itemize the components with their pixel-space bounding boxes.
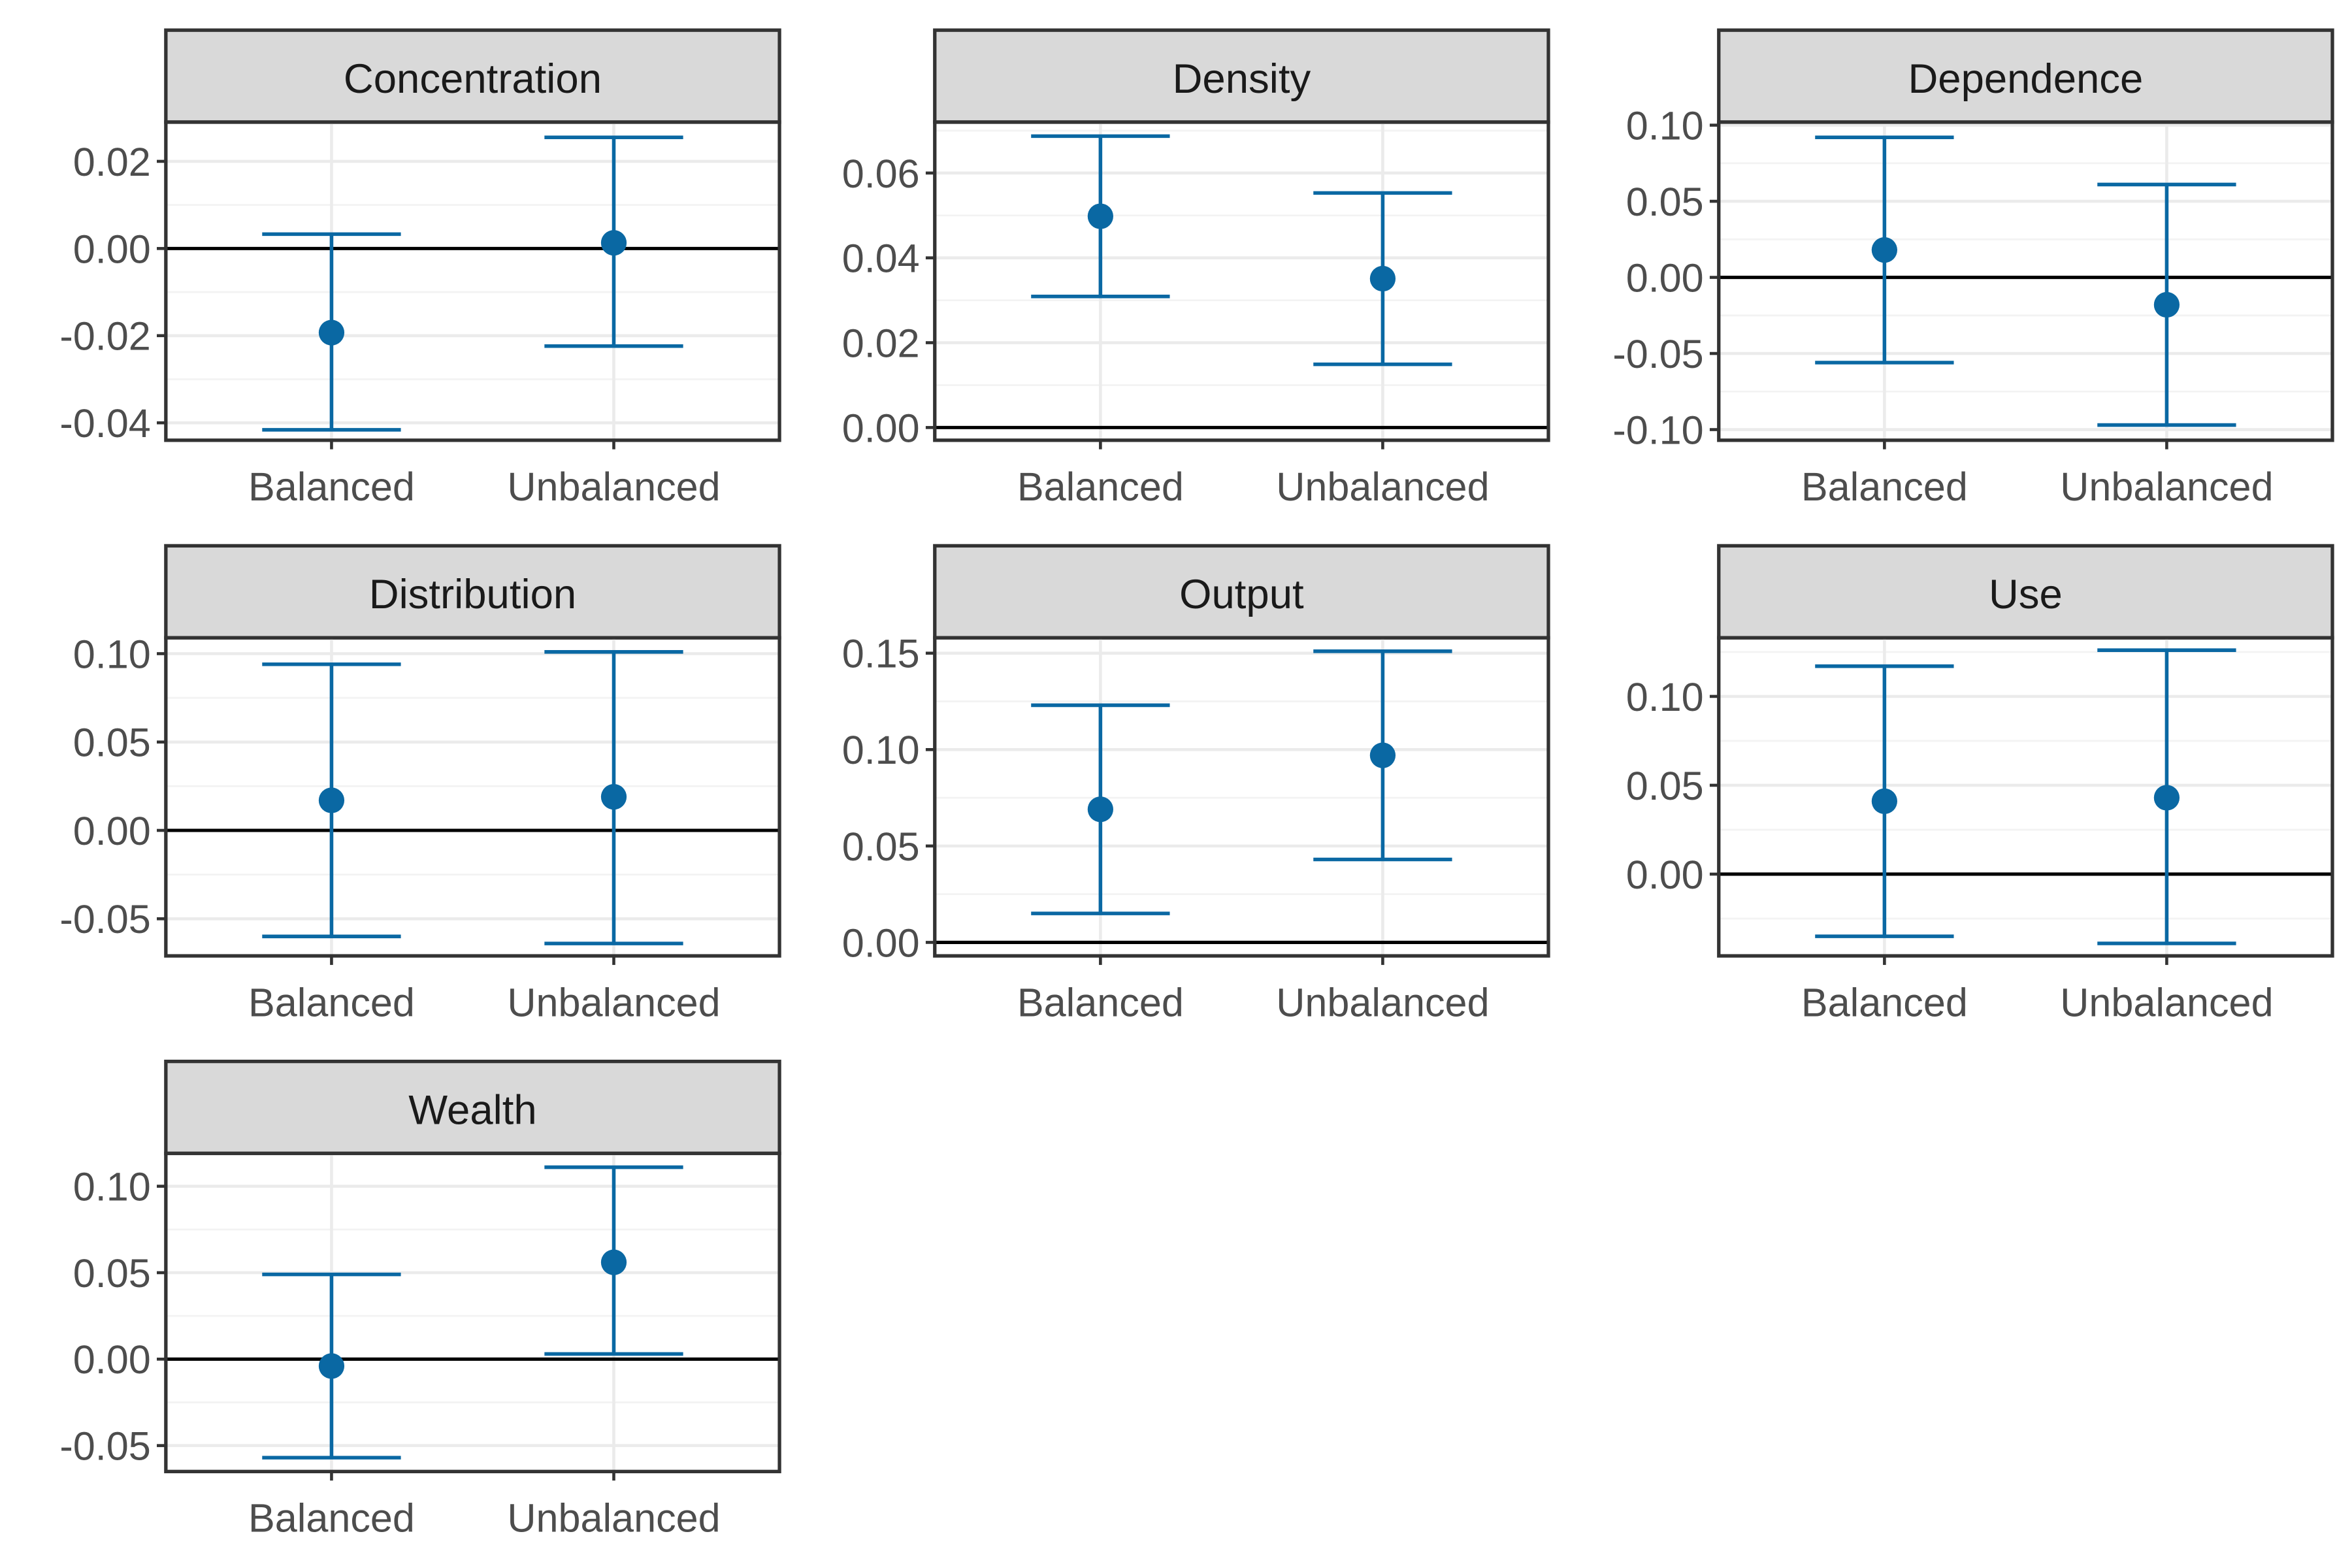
x-tick-label: Unbalanced <box>507 1496 720 1541</box>
y-tick-label: 0.10 <box>1626 675 1704 719</box>
facet-title: Density <box>1173 56 1311 102</box>
estimate-point-unbalanced <box>600 1249 627 1275</box>
panel-density: Density 0.00 0.02 0.04 0.06 Balanced Unbalance… <box>842 28 1550 509</box>
x-tick-label: Unbalanced <box>2060 465 2273 509</box>
y-tick-label: -0.04 <box>59 401 150 446</box>
x-tick-label: Unbalanced <box>1276 980 1489 1024</box>
y-tick-label: -0.05 <box>1612 332 1703 376</box>
x-tick-label: Unbalanced <box>507 980 720 1024</box>
estimate-point-unbalanced <box>1369 265 1396 292</box>
y-tick-label: -0.02 <box>59 314 150 359</box>
facet-title: Dependence <box>1908 56 2143 102</box>
panel-border <box>1717 636 2334 958</box>
facet-title: Concentration <box>344 56 602 102</box>
estimate-point-balanced <box>1871 237 1897 263</box>
panel-dependence: Dependence -0.10 -0.05 0.00 0.05 0.10 Balanced… <box>1612 28 2334 509</box>
y-tick-label: 0.05 <box>1626 180 1704 224</box>
y-tick-label: 0.02 <box>73 140 151 184</box>
estimate-point-balanced <box>1087 796 1113 823</box>
estimate-point-balanced <box>318 1353 345 1379</box>
facet-title: Wealth <box>408 1087 536 1133</box>
panel-concentration: Concentration -0.04 -0.02 0.00 0.02 Balanced U… <box>59 28 781 509</box>
estimate-point-unbalanced <box>2153 785 2180 811</box>
x-tick-label: Balanced <box>248 1496 415 1541</box>
x-tick-label: Balanced <box>1801 465 1968 509</box>
facet-strip <box>164 28 781 124</box>
estimate-point-balanced <box>318 787 345 813</box>
y-tick-label: 0.02 <box>842 321 920 365</box>
facet-strip <box>164 1059 781 1156</box>
estimate-point-unbalanced <box>600 784 627 810</box>
y-tick-label: 0.05 <box>73 1251 151 1296</box>
facet-strip <box>1717 28 2334 124</box>
y-tick-label: 0.00 <box>73 227 151 271</box>
y-tick-label: 0.04 <box>842 237 920 281</box>
x-tick-label: Balanced <box>1801 980 1968 1024</box>
x-tick-label: Balanced <box>1017 465 1184 509</box>
y-tick-label: 0.05 <box>842 825 920 869</box>
y-tick-label: 0.10 <box>73 632 151 676</box>
y-tick-label: 0.00 <box>73 809 151 853</box>
y-tick-label: 0.00 <box>842 921 920 965</box>
estimate-point-unbalanced <box>1369 742 1396 768</box>
estimate-point-balanced <box>1087 203 1113 229</box>
y-tick-label: 0.10 <box>1626 104 1704 148</box>
estimate-point-unbalanced <box>600 230 627 256</box>
y-tick-label: -0.05 <box>59 897 150 941</box>
y-tick-label: 0.00 <box>842 406 920 450</box>
x-tick-label: Unbalanced <box>507 465 720 509</box>
x-tick-label: Unbalanced <box>1276 465 1489 509</box>
panel-border <box>1717 120 2334 442</box>
y-tick-label: 0.10 <box>842 728 920 772</box>
estimate-point-unbalanced <box>2153 291 2180 318</box>
panel-distribution: Distribution -0.05 0.00 0.05 0.10 Balanced Unb… <box>59 544 781 1024</box>
y-tick-label: -0.10 <box>1612 408 1703 452</box>
facet-title: Use <box>1989 572 2063 617</box>
facet-title: Distribution <box>369 572 576 617</box>
y-tick-label: 0.10 <box>73 1165 151 1209</box>
estimate-point-balanced <box>1871 788 1897 815</box>
y-tick-label: -0.05 <box>59 1424 150 1469</box>
y-tick-label: 0.00 <box>1626 255 1704 300</box>
y-tick-label: 0.05 <box>1626 764 1704 808</box>
y-tick-label: 0.05 <box>73 721 151 765</box>
y-tick-label: 0.00 <box>73 1337 151 1382</box>
panel-border <box>164 120 781 442</box>
panel-use: Use 0.00 0.05 0.10 Balanced Unbalanced <box>1626 544 2334 1024</box>
panel-wealth: Wealth -0.05 0.00 0.05 0.10 Balanced Unbalance… <box>59 1059 781 1541</box>
facet-strip <box>164 544 781 640</box>
estimate-point-balanced <box>318 319 345 346</box>
panel-output: Output 0.00 0.05 0.10 0.15 Balanced Unbalanced <box>842 544 1550 1024</box>
x-tick-label: Balanced <box>248 980 415 1024</box>
panel-border <box>164 636 781 958</box>
panel-border <box>933 636 1550 958</box>
panel-border <box>164 1151 781 1473</box>
panel-border <box>933 120 1550 442</box>
x-tick-label: Balanced <box>248 465 415 509</box>
y-tick-label: 0.15 <box>842 632 920 676</box>
facet-title: Output <box>1179 572 1304 617</box>
x-tick-label: Balanced <box>1017 980 1184 1024</box>
y-tick-label: 0.00 <box>1626 853 1704 897</box>
facet-strip <box>933 544 1550 640</box>
x-tick-label: Unbalanced <box>2060 980 2273 1024</box>
y-tick-label: 0.06 <box>842 152 920 196</box>
